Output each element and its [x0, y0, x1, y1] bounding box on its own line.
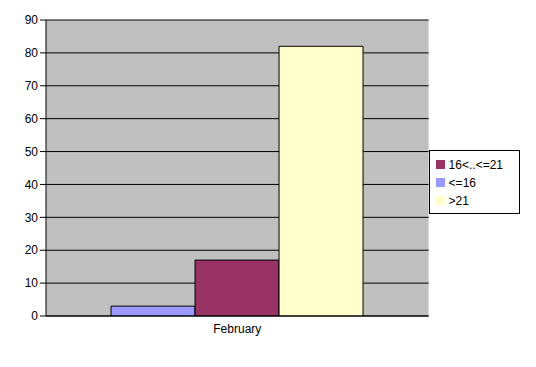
svg-text:February: February: [213, 322, 261, 336]
svg-text:70: 70: [25, 79, 39, 93]
svg-text:80: 80: [25, 46, 39, 60]
html-text:<=16: <=16: [448, 176, 476, 190]
svg-text:60: 60: [25, 112, 39, 126]
svg-text:30: 30: [25, 211, 39, 225]
svg-text:40: 40: [25, 178, 39, 192]
html-text:16<..<=21: 16<..<=21: [448, 158, 503, 172]
svg-text:50: 50: [25, 145, 39, 159]
svg-text:0: 0: [31, 309, 38, 323]
svg-text:90: 90: [25, 13, 39, 27]
svg-text:20: 20: [25, 243, 39, 257]
html-text:>21: >21: [448, 194, 469, 208]
svg-text:10: 10: [25, 276, 39, 290]
